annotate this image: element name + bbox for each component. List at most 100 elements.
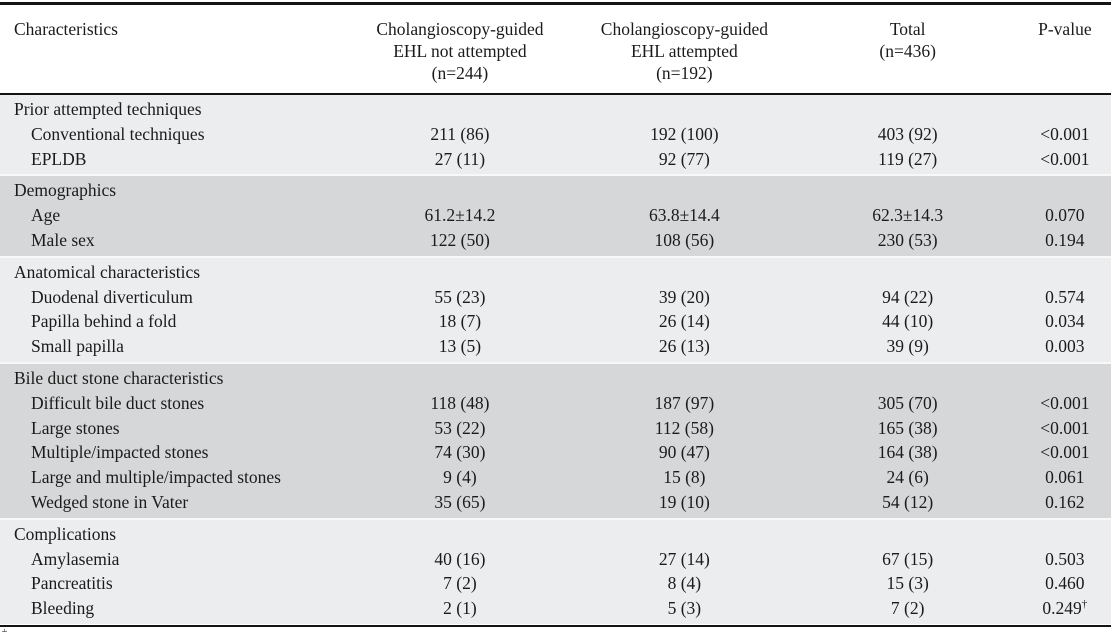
cell-p-value: 0.070 (1045, 205, 1085, 226)
table-row-large-stones: Large stones 53 (22) 112 (58) 165 (38) <0.00… (0, 416, 1111, 441)
cell-ehl-attempted: 108 (56) (654, 229, 715, 250)
cell-ehl-not-attempted: 2 (1) (443, 598, 477, 619)
column-header-ehl-not-attempted: Cholangioscopy-guided EHL not attempted … (376, 19, 544, 83)
column-header-characteristics: Characteristics (14, 19, 118, 39)
table-row-amylasemia: Amylasemia 40 (16) 27 (14) 67 (15) 0.503 (0, 547, 1111, 572)
section-prior-attempted-techniques: Prior attempted techniques Conventional t… (0, 95, 1111, 175)
table-row-multiple-impacted-stones: Multiple/impacted stones 74 (30) 90 (47) 16… (0, 440, 1111, 465)
cell-p-value: 0.061 (1045, 467, 1085, 488)
cell-ehl-attempted: 90 (47) (658, 442, 710, 463)
cell-total: 24 (6) (886, 467, 929, 488)
table-row-conventional-techniques: Conventional techniques 211 (86) 192 (100)… (0, 122, 1111, 147)
cell-ehl-attempted: 15 (8) (663, 467, 706, 488)
table-row-epldb: EPLDB 27 (11) 92 (77) 119 (27) <0.001 (0, 147, 1111, 172)
cell-p-value: 0.003 (1045, 336, 1085, 357)
table-row-duodenal-diverticulum: Duodenal diverticulum 55 (23) 39 (20) 94 (2… (0, 285, 1111, 310)
cell-p-value: <0.001 (1040, 417, 1090, 438)
cell-total: 39 (9) (886, 336, 929, 357)
table-row-bleeding: Bleeding 2 (1) 5 (3) 7 (2) 0.249† (0, 596, 1111, 621)
row-label: Papilla behind a fold (31, 311, 177, 332)
cell-total: 94 (22) (882, 286, 934, 307)
section-demographics: Demographics Age 61.2±14.2 63.8±14.4 62.3±14… (0, 174, 1111, 256)
cell-p-value: 0.249† (1042, 598, 1088, 619)
cell-p-value: 0.194 (1045, 229, 1085, 250)
cell-p-value: <0.001 (1040, 392, 1090, 413)
cell-ehl-attempted: 26 (13) (658, 336, 710, 357)
cell-ehl-attempted: 92 (77) (658, 148, 710, 169)
cell-total: 165 (38) (877, 417, 938, 438)
cell-ehl-attempted: 112 (58) (654, 417, 714, 438)
section-title: Complications (14, 523, 117, 544)
cell-ehl-attempted: 39 (20) (658, 286, 710, 307)
row-label: Difficult bile duct stones (31, 392, 205, 413)
column-header-p-value: P-value (1038, 19, 1092, 39)
bottom-rule (0, 624, 1111, 627)
table-row-wedged-stone-in-vater: Wedged stone in Vater 35 (65) 19 (10) 54 (1… (0, 490, 1111, 515)
section-title: Demographics (14, 180, 117, 201)
table-footnote: †Fisher's exact test (0, 627, 1111, 632)
cell-ehl-attempted: 192 (100) (650, 123, 719, 144)
cell-total: 164 (38) (877, 442, 938, 463)
dagger-footnote-marker: † (1081, 598, 1088, 611)
cell-total: 44 (10) (882, 311, 934, 332)
row-label: Amylasemia (31, 548, 120, 569)
row-label: Multiple/impacted stones (31, 442, 209, 463)
cell-ehl-attempted: 27 (14) (658, 548, 710, 569)
cell-total: 7 (2) (890, 598, 925, 619)
cell-total: 67 (15) (882, 548, 934, 569)
cell-total: 62.3±14.3 (872, 205, 944, 226)
section-complications: Complications Amylasemia 40 (16) 27 (14) 67 … (0, 517, 1111, 624)
cell-total: 119 (27) (878, 148, 938, 169)
cell-ehl-attempted: 8 (4) (667, 573, 702, 594)
row-label: Pancreatitis (31, 573, 113, 594)
row-label: Bleeding (31, 598, 95, 619)
section-title-row: Demographics (0, 178, 1111, 203)
row-label: Large and multiple/impacted stones (31, 467, 281, 488)
row-label: Wedged stone in Vater (31, 491, 189, 512)
section-title-row: Bile duct stone characteristics (0, 366, 1111, 391)
column-header-total: Total (n=436) (879, 19, 936, 61)
cell-ehl-not-attempted: 53 (22) (434, 417, 486, 438)
cell-total: 15 (3) (886, 573, 929, 594)
table-row-papilla-behind-a-fold: Papilla behind a fold 18 (7) 26 (14) 44 (10… (0, 309, 1111, 334)
cell-total: 403 (92) (877, 123, 938, 144)
cell-ehl-not-attempted: 27 (11) (434, 148, 486, 169)
cell-total: 305 (70) (877, 392, 938, 413)
cell-ehl-attempted: 19 (10) (658, 491, 710, 512)
cell-ehl-not-attempted: 7 (2) (443, 573, 477, 594)
row-label: Male sex (31, 229, 95, 250)
cell-p-value: 0.460 (1045, 573, 1085, 594)
cell-ehl-attempted: 187 (97) (654, 392, 715, 413)
cell-ehl-not-attempted: 40 (16) (434, 548, 486, 569)
cell-ehl-not-attempted: 55 (23) (434, 286, 486, 307)
table-row-small-papilla: Small papilla 13 (5) 26 (13) 39 (9) 0.003 (0, 334, 1111, 359)
cell-ehl-not-attempted: 35 (65) (434, 491, 486, 512)
cell-p-value: 0.162 (1045, 491, 1085, 512)
cell-p-value: 0.574 (1045, 286, 1085, 307)
cell-ehl-not-attempted: 13 (5) (438, 336, 482, 357)
section-title-row: Prior attempted techniques (0, 97, 1111, 122)
cell-ehl-not-attempted: 118 (48) (430, 392, 490, 413)
section-title: Prior attempted techniques (14, 99, 202, 119)
cell-p-value: 0.503 (1045, 548, 1085, 569)
table-row-pancreatitis: Pancreatitis 7 (2) 8 (4) 15 (3) 0.460 (0, 571, 1111, 596)
row-label: Large stones (31, 417, 120, 438)
cell-p-value: 0.034 (1045, 311, 1085, 332)
cell-p-value: <0.001 (1040, 148, 1090, 169)
table-row-male-sex: Male sex 122 (50) 108 (56) 230 (53) 0.194 (0, 228, 1111, 253)
row-label: Conventional techniques (31, 123, 205, 144)
cell-ehl-not-attempted: 9 (4) (443, 467, 477, 488)
row-label: Duodenal diverticulum (31, 286, 193, 307)
cell-ehl-attempted: 5 (3) (667, 598, 702, 619)
row-label: EPLDB (31, 148, 87, 169)
cell-ehl-attempted: 63.8±14.4 (648, 205, 720, 226)
cell-ehl-not-attempted: 122 (50) (430, 229, 490, 250)
section-title-row: Anatomical characteristics (0, 260, 1111, 285)
cell-ehl-not-attempted: 74 (30) (434, 442, 486, 463)
cell-p-value: <0.001 (1040, 123, 1090, 144)
table-row-large-and-multiple-impacted-stones: Large and multiple/impacted stones 9 (4) 1… (0, 465, 1111, 490)
cell-ehl-attempted: 26 (14) (658, 311, 710, 332)
section-title-row: Complications (0, 522, 1111, 547)
column-header-ehl-attempted: Cholangioscopy-guided EHL attempted (n=1… (600, 19, 768, 83)
cell-p-value: <0.001 (1040, 442, 1090, 463)
